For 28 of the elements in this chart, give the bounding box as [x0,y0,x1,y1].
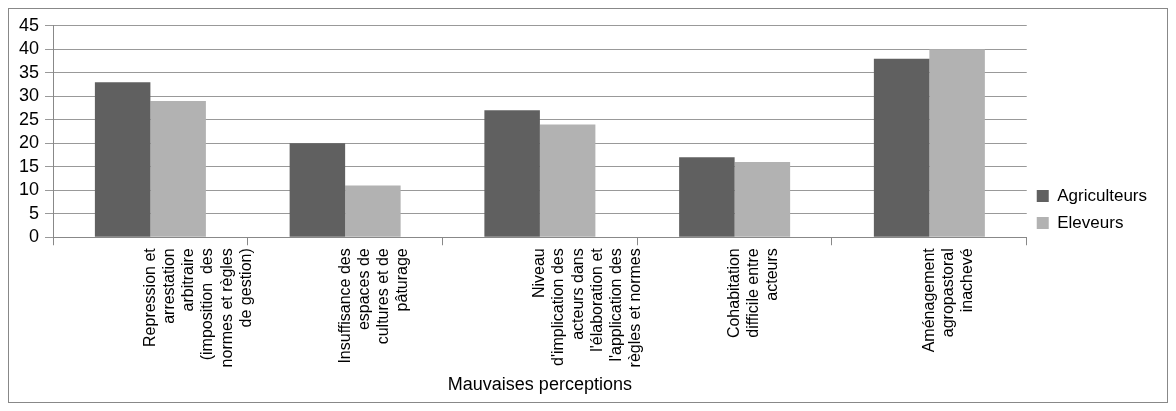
y-tick-label: 25 [18,108,40,129]
legend-label: Eleveurs [1057,212,1124,232]
x-tick-label: Insuffisance des espaces de cultures et de pâturage [335,248,411,364]
x-tick-label: Cohabitation difficile entre acteurs [725,248,781,339]
bar [484,110,540,237]
y-tick-label: 15 [18,155,40,176]
y-tick-label: 45 [18,14,40,35]
y-tick-label: 0 [29,226,40,247]
x-tick-label: Niveau d'implication des acteurs dans l'élaboration et l'application des règles et normes [530,247,644,368]
bar [345,185,401,237]
bar [679,157,735,237]
x-tick-label: Repression et arrestation arbitraire (imposition des normes et règles de gestion) [140,247,254,368]
bar [929,49,985,237]
y-tick-label: 10 [18,179,40,200]
bar [539,124,596,237]
x-tick-label: Aménagement agropastoral inachevé [919,247,976,353]
y-tick-label: 5 [29,202,40,223]
y-tick-label: 30 [18,85,40,106]
y-tick-label: 20 [18,132,40,153]
bar [94,82,151,237]
legend-label: Agriculteurs [1057,185,1148,205]
bar [150,100,206,237]
y-tick-label: 40 [18,38,40,59]
x-axis-title: Mauvaises perceptions [447,374,632,395]
bar [873,58,930,237]
y-tick-label: 35 [18,61,40,82]
bar [734,162,791,237]
bar [289,143,346,237]
